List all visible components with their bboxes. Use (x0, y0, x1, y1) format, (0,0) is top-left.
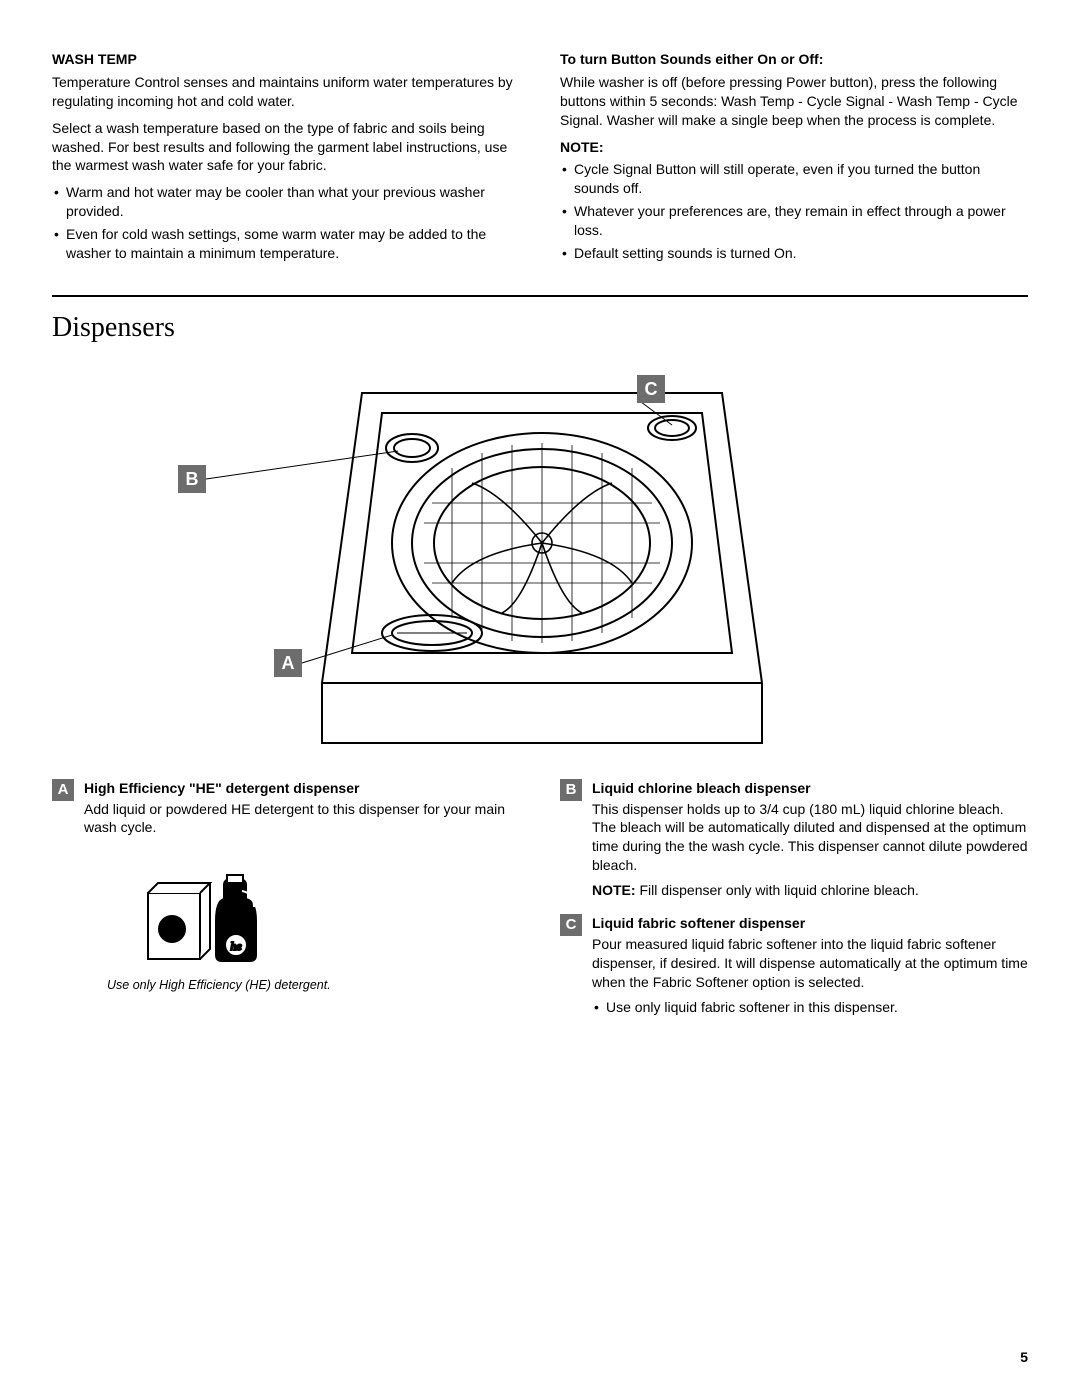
svg-text:he: he (230, 939, 242, 953)
dispenser-c-title: Liquid fabric softener dispenser (592, 914, 1028, 933)
wash-temp-bullet: Warm and hot water may be cooler than wh… (52, 183, 520, 221)
dispenser-descriptions: A High Efficiency "HE" detergent dispens… (52, 779, 1028, 1035)
dispensers-title: Dispensers (52, 309, 1028, 347)
dispenser-c: C Liquid fabric softener dispenser Pour … (560, 914, 1028, 1020)
dispenser-right-col: B Liquid chlorine bleach dispenser This … (560, 779, 1028, 1035)
button-sounds-bullets: Cycle Signal Button will still operate, … (560, 160, 1028, 262)
dispenser-c-bullet: Use only liquid fabric softener in this … (592, 998, 1028, 1017)
callout-b: B (178, 465, 206, 493)
dispenser-left-col: A High Efficiency "HE" detergent dispens… (52, 779, 520, 1035)
washer-diagram: B C A (52, 353, 1028, 763)
wash-temp-column: WASH TEMP Temperature Control senses and… (52, 50, 520, 267)
dispenser-a: A High Efficiency "HE" detergent dispens… (52, 779, 520, 838)
dispenser-b-title: Liquid chlorine bleach dispenser (592, 779, 1028, 798)
dispenser-a-text: Add liquid or powdered HE detergent to t… (84, 800, 520, 838)
section-divider (52, 295, 1028, 297)
dispenser-b-text: This dispenser holds up to 3/4 cup (180 … (592, 800, 1028, 876)
wash-temp-bullets: Warm and hot water may be cooler than wh… (52, 183, 520, 263)
washer-illustration (302, 353, 782, 753)
he-caption: Use only High Efficiency (HE) detergent. (107, 977, 520, 994)
button-sounds-bullet: Whatever your preferences are, they rema… (560, 202, 1028, 240)
wash-temp-heading: WASH TEMP (52, 50, 520, 69)
dispenser-c-letter: C (560, 914, 582, 936)
dispenser-b-note: NOTE: Fill dispenser only with liquid ch… (592, 881, 1028, 900)
dispenser-b: B Liquid chlorine bleach dispenser This … (560, 779, 1028, 900)
button-sounds-heading: To turn Button Sounds either On or Off: (560, 50, 1028, 69)
top-section: WASH TEMP Temperature Control senses and… (52, 50, 1028, 267)
note-label: NOTE: (560, 138, 1028, 157)
svg-text:he: he (166, 922, 179, 937)
dispenser-b-letter: B (560, 779, 582, 801)
page-number: 5 (1020, 1348, 1028, 1367)
dispenser-a-letter: A (52, 779, 74, 801)
callout-a: A (274, 649, 302, 677)
button-sounds-column: To turn Button Sounds either On or Off: … (560, 50, 1028, 267)
dispenser-a-title: High Efficiency "HE" detergent dispenser (84, 779, 520, 798)
wash-temp-bullet: Even for cold wash settings, some warm w… (52, 225, 520, 263)
note-prefix: NOTE: (592, 882, 636, 898)
he-detergent-icon: he he (142, 871, 272, 966)
wash-temp-p1: Temperature Control senses and maintains… (52, 73, 520, 111)
button-sounds-bullet: Cycle Signal Button will still operate, … (560, 160, 1028, 198)
button-sounds-p1: While washer is off (before pressing Pow… (560, 73, 1028, 130)
wash-temp-p2: Select a wash temperature based on the t… (52, 119, 520, 176)
dispenser-c-bullets: Use only liquid fabric softener in this … (592, 998, 1028, 1017)
dispenser-c-text: Pour measured liquid fabric softener int… (592, 935, 1028, 992)
callout-c: C (637, 375, 665, 403)
button-sounds-bullet: Default setting sounds is turned On. (560, 244, 1028, 263)
note-text: Fill dispenser only with liquid chlorine… (636, 882, 919, 898)
